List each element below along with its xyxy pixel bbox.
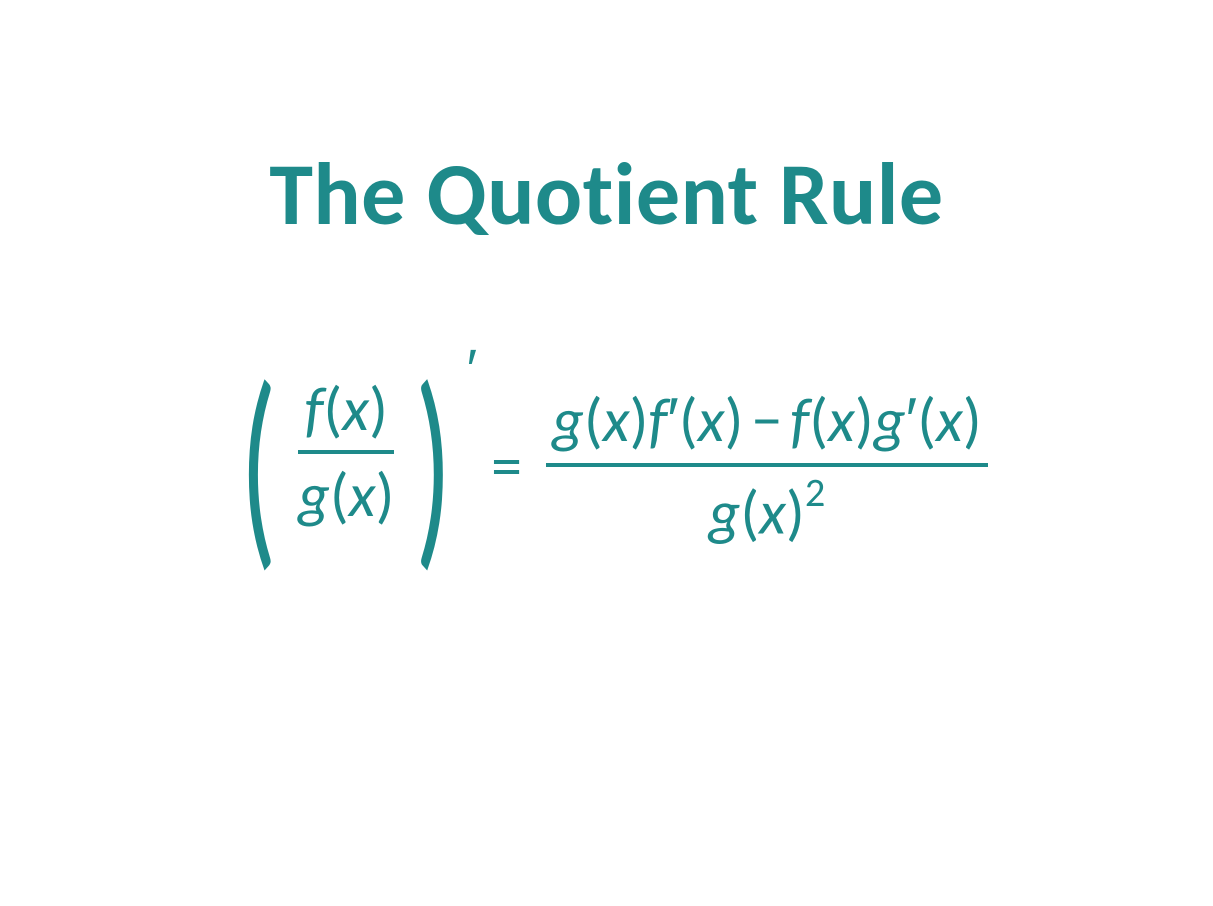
x: x <box>342 371 369 447</box>
prime: ′ <box>906 382 918 458</box>
prime: ′ <box>667 382 679 458</box>
p: ) <box>725 382 744 458</box>
g: g <box>874 382 906 458</box>
p: ( <box>740 474 759 550</box>
f: f <box>648 382 667 458</box>
lhs: ( f(x) g(x) ) ′ <box>225 378 467 554</box>
p: ( <box>584 382 603 458</box>
x: x <box>759 474 786 550</box>
g: g <box>708 474 740 550</box>
x: x <box>698 382 725 458</box>
x: x <box>828 382 855 458</box>
x: x <box>603 382 630 458</box>
g: g <box>552 382 584 458</box>
rhs-fraction: g(x)f′(x)−f(x)g′(x) g(x)2 <box>546 389 988 544</box>
slide-title: The Quotient Rule <box>269 140 943 248</box>
p: ( <box>330 457 349 533</box>
f: f <box>305 371 324 447</box>
lhs-frac-bar <box>298 450 394 454</box>
rhs-numerator: g(x)f′(x)−f(x)g′(x) <box>546 389 988 451</box>
minus: − <box>743 382 790 458</box>
p: ) <box>376 457 395 533</box>
p: ( <box>917 382 936 458</box>
lhs-denominator: g(x) <box>298 464 394 526</box>
lhs-fraction: f(x) g(x) <box>292 378 400 526</box>
paren-open: ( <box>240 378 277 554</box>
p: ) <box>855 382 874 458</box>
lhs-close-paren: ) <box>400 378 467 554</box>
paren-close: ) <box>415 378 452 554</box>
exponent-2: 2 <box>805 468 825 517</box>
p: ( <box>809 382 828 458</box>
slide: The Quotient Rule ( f(x) g(x) ) ′ = <box>0 0 1213 906</box>
equals: = <box>491 435 522 497</box>
lhs-open-paren: ( <box>225 378 292 554</box>
p: ) <box>963 382 982 458</box>
rhs-denominator: g(x)2 <box>702 479 831 544</box>
lhs-prime: ′ <box>467 342 477 398</box>
x: x <box>936 382 963 458</box>
f: f <box>790 382 809 458</box>
p: ) <box>786 474 805 550</box>
x: x <box>349 457 376 533</box>
p: ) <box>369 371 388 447</box>
p: ( <box>679 382 698 458</box>
quotient-rule-formula: ( f(x) g(x) ) ′ = g(x)f′(x)−f(x)g′(x) <box>225 378 987 554</box>
g: g <box>298 457 330 533</box>
p: ( <box>323 371 342 447</box>
rhs-frac-bar <box>546 463 988 467</box>
lhs-numerator: f(x) <box>305 378 388 440</box>
p: ) <box>630 382 649 458</box>
